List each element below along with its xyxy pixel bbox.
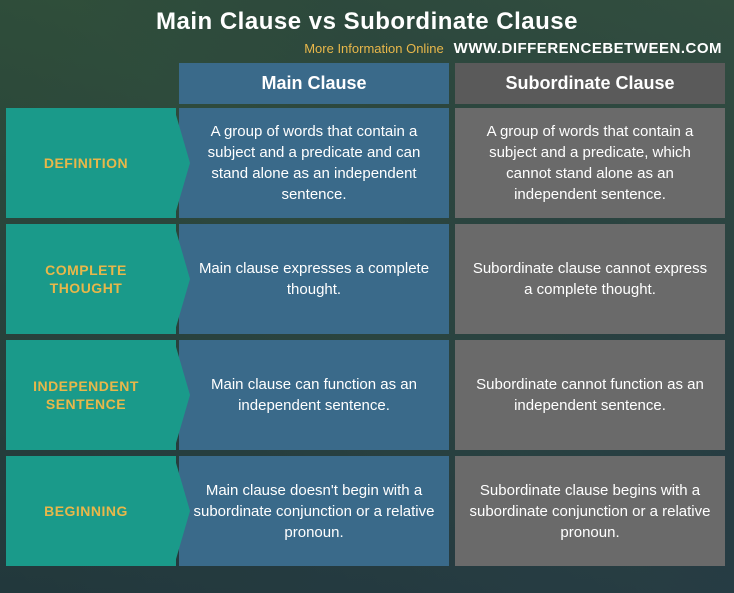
table-row: INDEPENDENT SENTENCE Main clause can fun… — [6, 340, 728, 450]
column-header-sub: Subordinate Clause — [455, 63, 725, 104]
row-label-beginning: BEGINNING — [6, 456, 176, 566]
cell-sub-independent-sentence: Subordinate cannot function as an indepe… — [455, 340, 725, 450]
subheader: More Information Online WWW.DIFFERENCEBE… — [0, 38, 734, 63]
cell-sub-beginning: Subordinate clause begins with a subordi… — [455, 456, 725, 566]
cell-main-independent-sentence: Main clause can function as an independe… — [179, 340, 449, 450]
cell-main-definition: A group of words that contain a subject … — [179, 108, 449, 218]
site-url: WWW.DIFFERENCEBETWEEN.COM — [454, 40, 722, 57]
column-headers-row: Main Clause Subordinate Clause — [6, 63, 728, 104]
header: Main Clause vs Subordinate Clause — [0, 0, 734, 38]
comparison-table: Main Clause Subordinate Clause DEFINITIO… — [0, 63, 734, 572]
row-label-independent-sentence: INDEPENDENT SENTENCE — [6, 340, 176, 450]
table-row: DEFINITION A group of words that contain… — [6, 108, 728, 218]
column-header-main: Main Clause — [179, 63, 449, 104]
row-label-definition: DEFINITION — [6, 108, 176, 218]
table-row: BEGINNING Main clause doesn't begin with… — [6, 456, 728, 566]
cell-sub-definition: A group of words that contain a subject … — [455, 108, 725, 218]
cell-main-beginning: Main clause doesn't begin with a subordi… — [179, 456, 449, 566]
more-info-text: More Information Online — [304, 41, 443, 56]
row-label-complete-thought: COMPLETE THOUGHT — [6, 224, 176, 334]
page-title: Main Clause vs Subordinate Clause — [0, 8, 734, 36]
cell-main-complete-thought: Main clause expresses a complete thought… — [179, 224, 449, 334]
spacer — [6, 63, 176, 104]
cell-sub-complete-thought: Subordinate clause cannot express a comp… — [455, 224, 725, 334]
table-row: COMPLETE THOUGHT Main clause expresses a… — [6, 224, 728, 334]
